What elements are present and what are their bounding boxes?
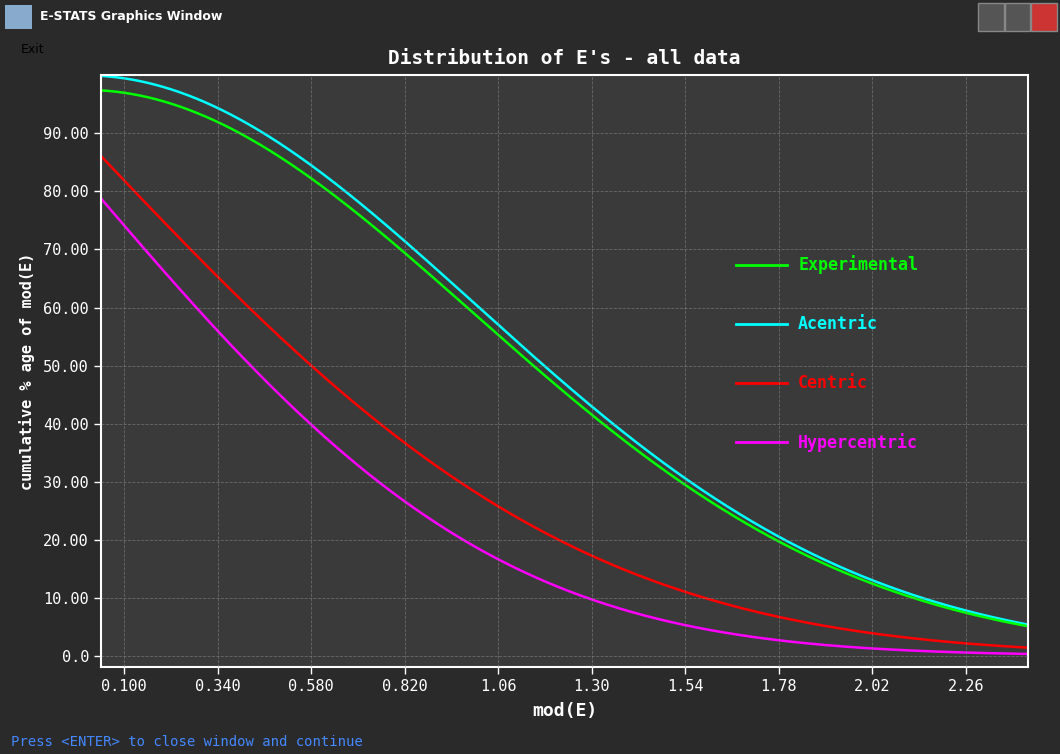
Text: Experimental: Experimental	[798, 256, 918, 274]
Bar	[1005, 4, 1030, 31]
Text: Hypercentric: Hypercentric	[798, 433, 918, 452]
Bar	[1031, 4, 1057, 31]
Text: Centric: Centric	[798, 374, 868, 392]
Bar	[5, 5, 32, 29]
Y-axis label: cumulative % age of mod(E): cumulative % age of mod(E)	[19, 253, 35, 490]
Text: E-STATS Graphics Window: E-STATS Graphics Window	[40, 11, 223, 23]
Text: Press <ENTER> to close window and continue: Press <ENTER> to close window and contin…	[11, 735, 363, 749]
X-axis label: mod(E): mod(E)	[532, 703, 597, 720]
Text: Acentric: Acentric	[798, 315, 878, 333]
Bar	[978, 4, 1004, 31]
Text: Exit: Exit	[21, 42, 45, 56]
Title: Distribution of E's - all data: Distribution of E's - all data	[388, 49, 741, 69]
